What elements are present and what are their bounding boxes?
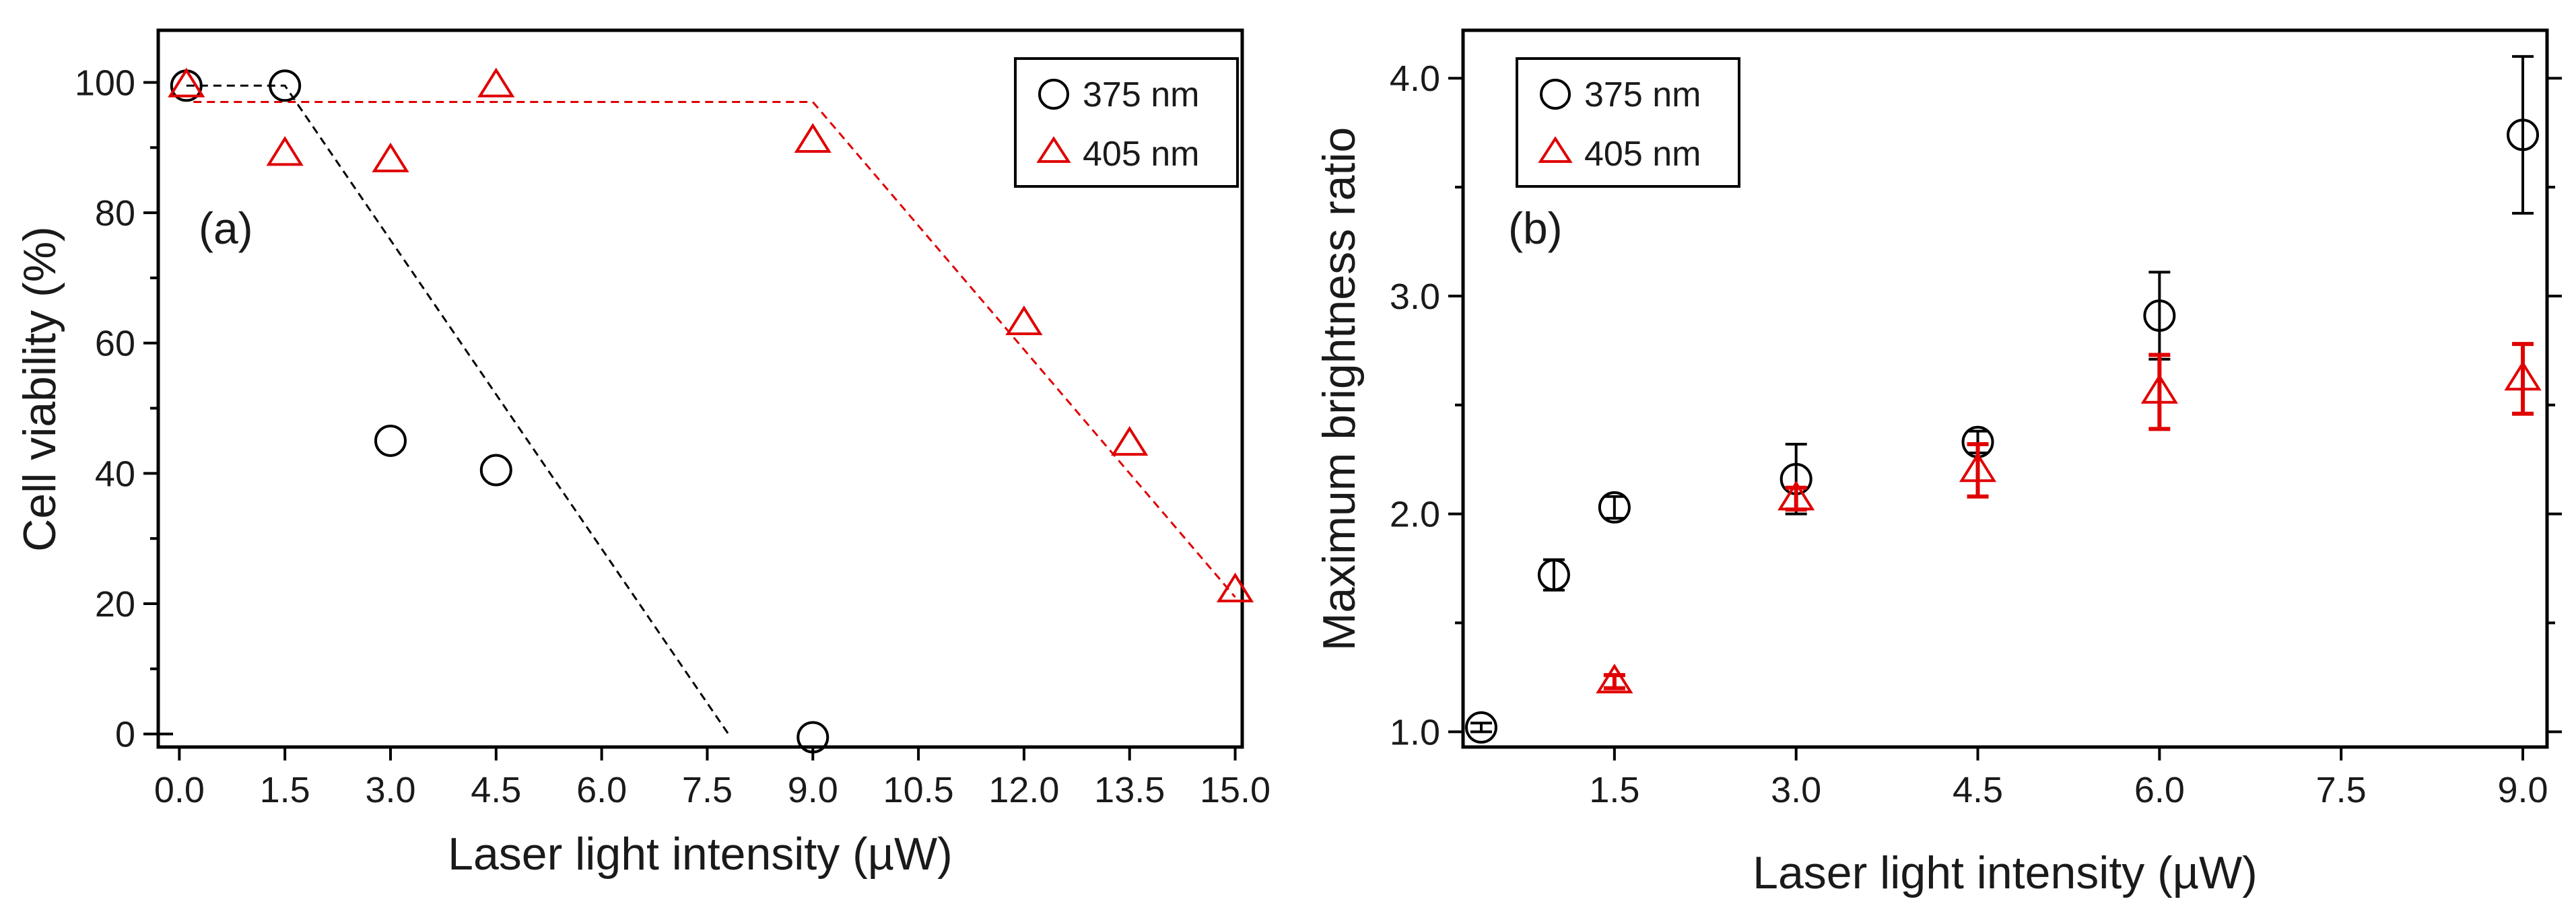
panel-a-xtick-label: 12.0 [988,770,1059,810]
panel-a-ytick-label: 20 [95,584,135,625]
panel-a-point-405 [794,122,832,153]
panel-b-point-405 [1959,452,1997,483]
panel-a-point-375 [374,424,407,457]
panel-b-ytick-label: 4.0 [1390,59,1440,99]
panel-a-xtick-label: 1.5 [260,770,310,810]
panel-b-label: (b) [1508,203,1563,253]
panel-a-x-axis-label: Laser light intensity (µW) [448,828,953,880]
panel-b-legend-triangle-marker [1538,136,1573,163]
panel-b-legend: 375 nm 405 nm [1516,57,1740,188]
panel-a-fit-line-375 [186,84,730,735]
panel-a-legend-circle-marker [1038,79,1069,110]
panel-a-fit-line-405 [193,101,1236,598]
panel-a-xtick-label: 7.5 [682,770,733,810]
panel-b-x-axis-label: Laser light intensity (µW) [1753,847,2258,898]
panel-a-ytick-label: 80 [95,193,135,234]
panel-a-xtick-label: 10.5 [883,770,954,810]
panel-a-point-375 [796,721,829,754]
panel-a-point-375 [479,454,512,487]
panel-b-ticks: 1.5 3.0 4.5 6.0 7.5 9.0 1.0 2.0 3.0 4.0 [1390,59,2562,810]
panel-a-ytick-label: 60 [95,324,135,364]
panel-b-point-405 [2504,361,2542,391]
panel-b-ytick-label: 2.0 [1390,495,1440,535]
panel-a-fit-lines [186,84,1236,735]
panel-a-point-405 [168,67,205,98]
panel-a-cell-viability: 0.0 1.5 3.0 4.5 6.0 7.5 9.0 10.5 12.0 13.5 15.0 0 20… [14,28,1270,880]
panel-b-point-375 [2143,299,2176,332]
panel-b-point-375 [1464,711,1497,744]
panel-a-point-405 [266,136,304,166]
panel-a-ticks: 0.0 1.5 3.0 4.5 6.0 7.5 9.0 10.5 12.0 13.5 15.0 0 20… [75,63,1270,810]
panel-b-legend-375: 375 nm [1584,75,1701,114]
panel-a-legend-triangle-marker [1036,136,1071,163]
panel-b-xtick-label: 1.5 [1589,770,1639,810]
panel-b-legend-circle-marker [1540,79,1571,110]
panel-a-point-405 [1216,572,1254,602]
panel-b-point-405 [1596,664,1633,694]
panel-a-xtick-label: 15.0 [1200,770,1270,810]
panel-a-label: (a) [199,203,253,253]
panel-a-xtick-label: 13.5 [1094,770,1165,810]
panel-b-xtick-label: 4.5 [1953,770,2003,810]
panel-a-point-405 [1111,425,1149,456]
panel-a-ytick-label: 40 [95,454,135,494]
panel-a-point-405 [477,67,515,98]
panel-b-xtick-label: 6.0 [2134,770,2185,810]
panel-a-xtick-label: 9.0 [788,770,838,810]
panel-a-plot-frame [156,28,1244,749]
panel-b-point-405 [2140,374,2178,404]
panel-b-xtick-label: 9.0 [2497,770,2548,810]
panel-a-point-375 [269,69,302,102]
panel-b-plot-frame [1461,28,2549,749]
panel-a-point-405 [372,142,409,172]
panel-a-xtick-label: 3.0 [365,770,415,810]
panel-b-point-405 [1777,481,1815,511]
panel-a-y-axis-label: Cell viability (%) [14,226,65,552]
panel-b-xtick-label: 3.0 [1771,770,1821,810]
panel-a-data-points [168,67,1254,754]
panel-a-legend-375: 375 nm [1083,75,1199,114]
panel-b-y-axis-label: Maximum brightness ratio [1314,127,1365,651]
panel-a-xtick-label: 6.0 [576,770,627,810]
panel-a-ytick-label: 0 [115,715,135,755]
panel-b-legend-405: 405 nm [1584,135,1701,174]
panel-b-brightness-ratio: 1.5 3.0 4.5 6.0 7.5 9.0 1.0 2.0 3.0 4.0 (b) 375 n… [1314,28,2562,898]
panel-b-point-375 [1598,491,1631,524]
panel-b-ytick-label: 1.0 [1390,712,1440,752]
panel-a-ytick-label: 100 [75,63,135,103]
panel-a-legend: 375 nm 405 nm [1014,57,1239,188]
panel-a-point-405 [1005,305,1043,336]
panel-a-legend-405: 405 nm [1083,135,1199,174]
panel-b-ytick-label: 3.0 [1390,277,1440,317]
panel-b-point-375 [2507,118,2540,151]
panel-a-xtick-label: 4.5 [471,770,521,810]
panel-b-data-points [1464,55,2542,744]
panel-a-xtick-label: 0.0 [154,770,205,810]
panel-b-xtick-label: 7.5 [2316,770,2367,810]
panel-b-point-375 [1537,559,1570,592]
